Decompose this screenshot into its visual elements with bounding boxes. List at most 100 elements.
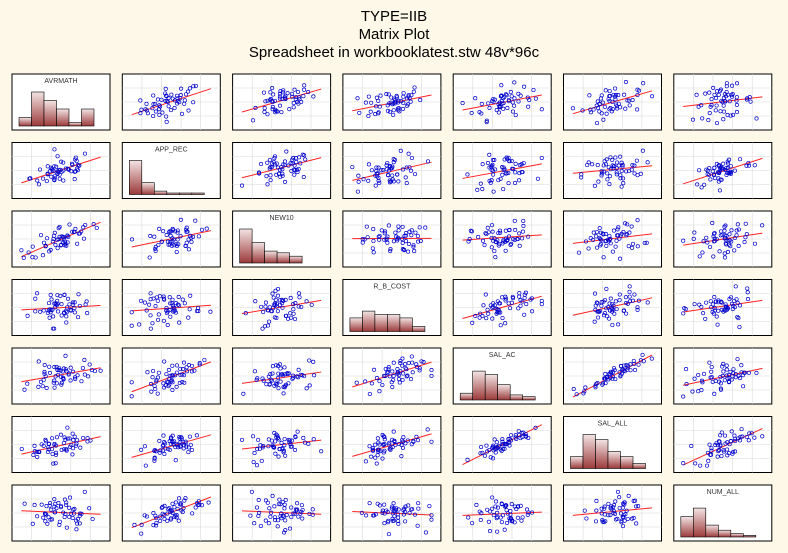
scatter-point <box>142 513 147 518</box>
scatter-point <box>485 225 490 230</box>
scatter-point <box>279 516 284 521</box>
scatter-point <box>22 387 27 392</box>
scatter-point <box>722 99 727 104</box>
scatter-point <box>25 313 30 318</box>
scatter-point <box>376 449 381 454</box>
scatter-point <box>382 448 387 453</box>
scatter-point <box>166 242 171 247</box>
scatter-point <box>754 370 759 375</box>
scatter-point <box>622 363 627 368</box>
scatter-point <box>717 188 723 193</box>
scatter-point <box>369 454 374 459</box>
scatter-point <box>370 447 375 452</box>
scatter-point <box>504 508 509 513</box>
scatter-point <box>186 445 191 450</box>
scatter-point <box>59 302 64 307</box>
scatter-point <box>38 233 44 238</box>
scatter-point <box>278 502 283 507</box>
scatter-point <box>495 529 500 534</box>
scatter-point <box>154 516 159 521</box>
panel-NUM_ALL-SAL_AC <box>452 484 552 542</box>
scatter-point <box>618 154 623 159</box>
scatter-point <box>64 525 69 530</box>
scatter-point <box>52 497 57 502</box>
scatter-point <box>87 506 92 511</box>
scatter-point <box>61 376 66 381</box>
scatter-point <box>47 503 52 508</box>
scatter-point <box>403 504 408 509</box>
scatter-point <box>152 383 157 389</box>
scatter-point <box>162 512 167 517</box>
scatter-point <box>689 443 694 448</box>
scatter-point <box>25 381 30 386</box>
scatter-point <box>727 442 732 447</box>
scatter-point <box>487 529 493 534</box>
scatter-point <box>295 99 300 105</box>
scatter-point <box>635 244 640 249</box>
variable-label: AVRMATH <box>44 78 77 85</box>
scatter-point <box>411 89 416 94</box>
scatter-point <box>72 375 78 380</box>
scatter-point <box>19 446 24 452</box>
scatter-point <box>478 181 483 186</box>
scatter-point <box>269 98 274 104</box>
scatter-point <box>161 433 166 438</box>
scatter-point <box>697 302 702 307</box>
scatter-point <box>253 299 258 304</box>
scatter-point <box>382 231 387 236</box>
scatter-point <box>378 93 383 98</box>
scatter-point <box>505 237 510 242</box>
scatter-point <box>56 170 61 175</box>
scatter-point <box>613 155 618 160</box>
scatter-point <box>175 506 180 511</box>
scatter-point <box>734 228 739 233</box>
scatter-point <box>635 305 640 310</box>
scatter-point <box>650 94 655 99</box>
panel-NEW10-NUM_ALL <box>673 210 773 268</box>
scatter-point <box>396 98 401 103</box>
scatter-point <box>606 501 611 506</box>
scatter-point <box>36 359 41 364</box>
scatter-point <box>193 505 198 510</box>
scatter-point <box>497 301 502 306</box>
scatter-point <box>619 520 624 525</box>
scatter-point <box>715 322 720 327</box>
scatter-point <box>641 81 646 86</box>
scatter-point <box>310 507 315 512</box>
scatter-point <box>301 175 306 180</box>
scatter-point <box>506 181 511 186</box>
scatter-point <box>301 94 306 99</box>
scatter-point <box>52 164 57 169</box>
scatter-point <box>721 161 726 166</box>
scatter-point <box>713 108 718 113</box>
scatter-point <box>196 503 201 508</box>
scatter-point <box>268 90 273 95</box>
scatter-point <box>415 233 420 239</box>
scatter-point <box>509 433 514 438</box>
scatter-point <box>46 447 51 452</box>
histogram-bar <box>692 507 707 538</box>
scatter-point <box>170 380 175 385</box>
scatter-point <box>632 171 637 176</box>
scatter-point <box>283 96 288 101</box>
scatter-point <box>707 442 712 447</box>
scatter-point <box>270 104 275 110</box>
scatter-point <box>139 522 144 527</box>
scatter-point <box>269 378 274 383</box>
scatter-point <box>615 233 621 238</box>
scatter-point <box>598 237 603 242</box>
scatter-point <box>509 241 514 246</box>
scatter-point <box>287 526 292 531</box>
panel-APP_REC-APP_REC: APP_REC <box>121 142 221 199</box>
scatter-point <box>416 239 421 244</box>
scatter-point <box>596 179 601 184</box>
scatter-point <box>501 187 506 192</box>
scatter-point <box>735 314 740 320</box>
scatter-point <box>741 384 746 389</box>
scatter-point <box>745 290 750 295</box>
scatter-point <box>594 381 599 386</box>
scatter-point <box>43 437 48 442</box>
scatter-point <box>402 233 407 238</box>
scatter-point <box>264 382 269 387</box>
scatter-point <box>502 446 507 451</box>
